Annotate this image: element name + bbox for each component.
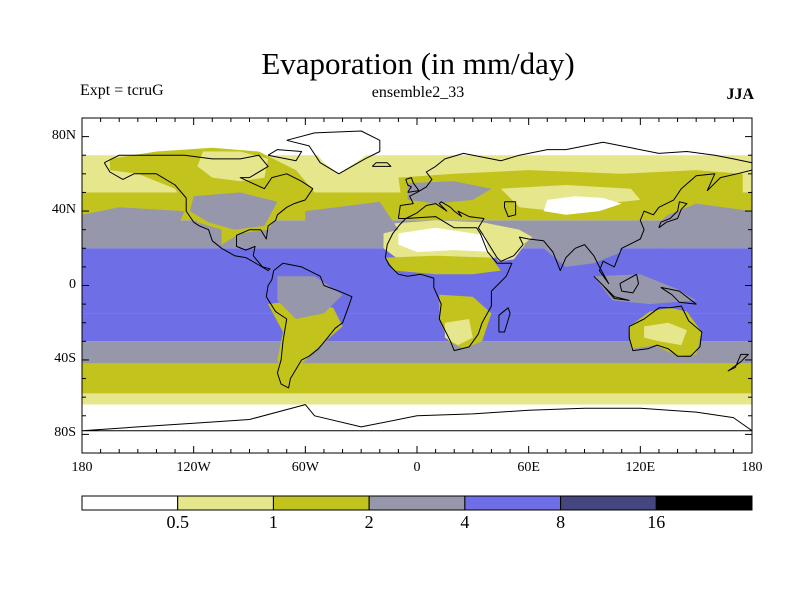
coastline-north-america bbox=[103, 154, 314, 272]
lat-tick-label: 0 bbox=[69, 276, 76, 292]
coastline-eurasia-africa bbox=[397, 141, 752, 285]
coastline-baffin bbox=[267, 149, 303, 162]
axis-ticks bbox=[81, 117, 753, 454]
coastline-africa bbox=[384, 216, 513, 352]
colorbar-box-2 bbox=[272, 495, 370, 511]
region-south-asia bbox=[538, 233, 622, 267]
lon-tick-label: 180 bbox=[741, 460, 763, 475]
region-sahel bbox=[385, 255, 501, 275]
colorbar-box-1 bbox=[177, 495, 274, 511]
region-greenland bbox=[309, 131, 380, 174]
lon-tick-label: 0 bbox=[413, 460, 421, 475]
region-sahara-core bbox=[398, 227, 507, 252]
coastline-antarctica bbox=[82, 404, 752, 432]
lat-tick-label: 40S bbox=[54, 350, 76, 366]
lon-tick-label: 60E bbox=[517, 460, 540, 475]
colorbar-box-3 bbox=[368, 495, 466, 511]
region-gobi-desert bbox=[543, 196, 622, 215]
coastline-australia bbox=[628, 305, 703, 357]
region-us-interior bbox=[189, 192, 278, 230]
region-north-atlantic-low bbox=[305, 201, 399, 239]
lon-tick-label: 120E bbox=[625, 460, 656, 475]
coastline-new-guinea bbox=[660, 286, 697, 305]
coastline-borneo bbox=[619, 273, 639, 294]
lat-band-9 bbox=[82, 404, 752, 453]
ensemble-label: ensemble2_33 bbox=[371, 84, 465, 101]
lon-tick-label: 60W bbox=[291, 460, 319, 475]
experiment-label: Expt = tcruG bbox=[80, 82, 164, 99]
colorbar-label: 2 bbox=[364, 512, 374, 532]
lon-tick-label: 180 bbox=[71, 460, 93, 475]
figure-title: Evaporation (in mm/day) bbox=[261, 46, 575, 81]
coastline-caspian bbox=[504, 201, 517, 218]
lat-band-8 bbox=[82, 393, 752, 405]
region-europe-wet bbox=[407, 181, 492, 204]
colorbar-label: 16 bbox=[647, 512, 666, 532]
colorbar-box-4 bbox=[464, 495, 562, 511]
coastline-madagascar bbox=[498, 307, 511, 333]
colorbar-label: 4 bbox=[460, 512, 470, 532]
colorbar-box-5 bbox=[560, 495, 657, 511]
coastline-japan bbox=[658, 201, 688, 229]
lon-tick-label: 120W bbox=[176, 460, 211, 475]
colorbar-box-6 bbox=[655, 495, 753, 511]
season-label: JJA bbox=[726, 86, 754, 103]
coastline-south-america bbox=[265, 262, 353, 389]
colorbar-label: 8 bbox=[556, 512, 566, 532]
region-indonesia bbox=[593, 274, 697, 305]
region-kalahari bbox=[444, 319, 473, 346]
coastline-sumatra-java bbox=[593, 275, 630, 301]
coastline-greenland bbox=[286, 130, 381, 175]
coastline-layer bbox=[82, 130, 752, 432]
region-nw-pacific bbox=[649, 203, 752, 230]
contour-fill-layer bbox=[82, 118, 752, 453]
coastline-british-isles bbox=[405, 177, 420, 193]
colorbar-label: 0.5 bbox=[166, 512, 189, 532]
lat-band-7 bbox=[82, 363, 752, 394]
region-north-pacific-low bbox=[82, 207, 185, 239]
region-west-pacific-high bbox=[658, 248, 752, 271]
coastline-new-zealand bbox=[727, 353, 749, 372]
map-frame bbox=[81, 117, 753, 454]
lat-tick-label: 40N bbox=[51, 202, 76, 218]
lat-tick-label: 80N bbox=[51, 127, 76, 143]
colorbar-box-0 bbox=[81, 495, 179, 511]
lat-band-6 bbox=[82, 341, 752, 364]
coastline-iceland bbox=[371, 162, 392, 167]
region-australia-desert bbox=[644, 322, 687, 346]
colorbar-label: 1 bbox=[268, 512, 278, 532]
lat-tick-label: 80S bbox=[54, 425, 76, 441]
